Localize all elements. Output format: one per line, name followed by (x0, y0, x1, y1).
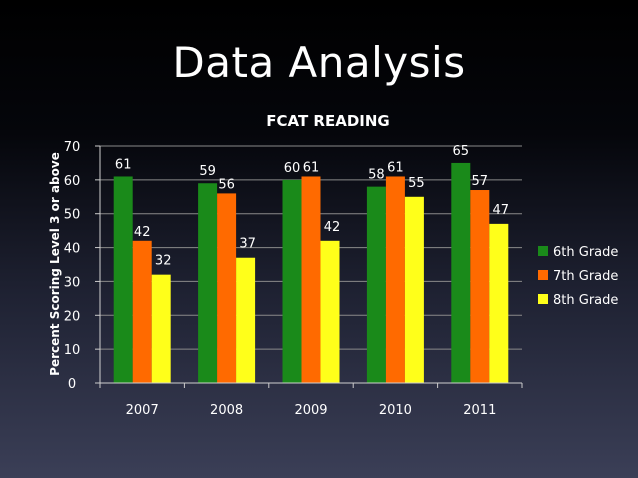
bar-7th-grade-2009 (301, 176, 321, 383)
data-label: 47 (493, 203, 510, 218)
y-tick-label: 70 (64, 140, 81, 155)
bar-8th-grade-2010 (404, 196, 424, 383)
slide-title: Data Analysis (172, 38, 466, 87)
bar-7th-grade-2008 (217, 193, 237, 383)
bar-8th-grade-2008 (236, 257, 256, 383)
data-label: 61 (387, 160, 404, 175)
data-label: 61 (303, 160, 320, 175)
bars (113, 162, 509, 383)
bar-8th-grade-2009 (320, 240, 340, 383)
bar-6th-grade-2010 (366, 186, 386, 383)
axes (99, 146, 522, 384)
bar-6th-grade-2008 (198, 183, 218, 383)
x-tick-label: 2007 (126, 403, 159, 418)
y-axis-title: Percent Scoring Level 3 or above (48, 152, 62, 376)
data-label: 60 (284, 161, 301, 176)
legend-label: 6th Grade (553, 245, 618, 260)
legend-swatch (538, 270, 548, 280)
data-label: 65 (453, 144, 470, 159)
data-label: 37 (239, 237, 256, 252)
bar-7th-grade-2010 (385, 176, 405, 383)
bar-8th-grade-2011 (489, 223, 509, 383)
y-tick-label: 20 (64, 309, 81, 324)
x-tick-label: 2011 (463, 403, 496, 418)
legend-label: 7th Grade (553, 269, 618, 284)
x-tick-label: 2008 (210, 403, 243, 418)
bar-6th-grade-2007 (113, 176, 133, 383)
legend-swatch (538, 294, 548, 304)
chart-title: FCAT READING (266, 112, 389, 130)
y-tick-label: 60 (64, 174, 81, 189)
bar-6th-grade-2009 (282, 179, 302, 383)
data-label: 58 (368, 168, 385, 183)
y-tick-label: 40 (64, 242, 81, 257)
bar-8th-grade-2007 (151, 274, 171, 383)
bar-7th-grade-2007 (132, 240, 152, 383)
x-tick-label: 2010 (379, 403, 412, 418)
data-label: 56 (218, 177, 235, 192)
data-label: 32 (155, 254, 172, 269)
x-tick-label: 2009 (294, 403, 327, 418)
data-label: 42 (324, 220, 341, 235)
y-tick-label: 30 (64, 275, 81, 290)
y-axis-ticks: 0 10 20 30 40 50 60 70 (64, 140, 100, 392)
y-tick-label: 50 (64, 208, 81, 223)
y-tick-label: 0 (68, 377, 76, 392)
data-label: 59 (199, 164, 216, 179)
legend-label: 8th Grade (553, 293, 618, 308)
data-label: 57 (472, 174, 489, 189)
data-label: 61 (115, 157, 132, 172)
data-label: 42 (134, 225, 151, 240)
bar-7th-grade-2011 (470, 190, 490, 383)
y-tick-label: 10 (64, 343, 81, 358)
x-axis-ticks: 2007 2008 2009 2010 2011 (99, 383, 523, 418)
data-label: 55 (408, 176, 425, 191)
bar-6th-grade-2011 (451, 162, 471, 383)
legend-swatch (538, 246, 548, 256)
legend: 6th Grade 7th Grade 8th Grade (538, 245, 618, 308)
